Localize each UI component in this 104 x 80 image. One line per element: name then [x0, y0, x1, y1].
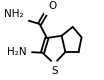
- Circle shape: [22, 17, 28, 22]
- Circle shape: [51, 61, 57, 67]
- Circle shape: [44, 8, 50, 14]
- Text: NH₂: NH₂: [4, 9, 24, 19]
- Text: H₂N: H₂N: [7, 47, 26, 57]
- Text: O: O: [48, 1, 57, 11]
- Circle shape: [25, 49, 31, 55]
- Text: S: S: [51, 66, 58, 76]
